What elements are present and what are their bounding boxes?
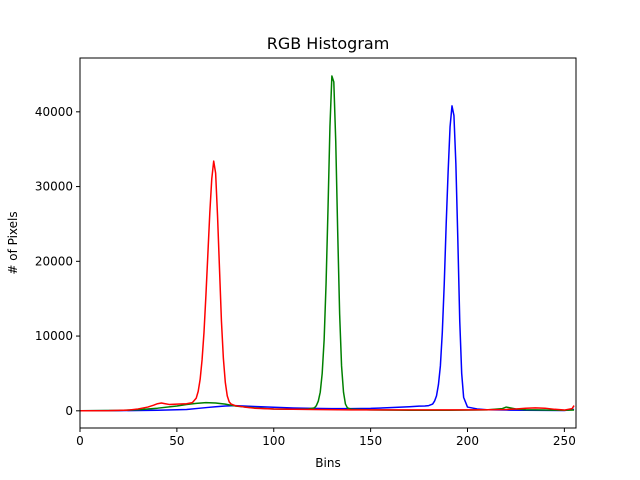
y-tick-label: 0 [65,404,73,418]
chart-title: RGB Histogram [267,34,390,53]
series-line-red [79,160,575,412]
ticks-layer: 0 50 100 150 200 250 0 10000 20000 30000 40000 [35,105,576,448]
x-tick-label: 50 [169,434,184,448]
x-tick-label: 0 [76,434,84,448]
x-tick-label: 100 [262,434,285,448]
plot-frame [79,57,577,429]
y-axis-label: # of Pixels [6,211,20,274]
series-layer [79,75,575,412]
y-tick-label: 40000 [35,105,73,119]
y-tick-label: 20000 [35,254,73,268]
x-axis-label: Bins [315,456,340,470]
y-tick-label: 10000 [35,329,73,343]
x-tick-label: 200 [456,434,479,448]
x-tick-label: 150 [359,434,382,448]
x-tick-label: 250 [553,434,576,448]
y-tick-label: 30000 [35,180,73,194]
